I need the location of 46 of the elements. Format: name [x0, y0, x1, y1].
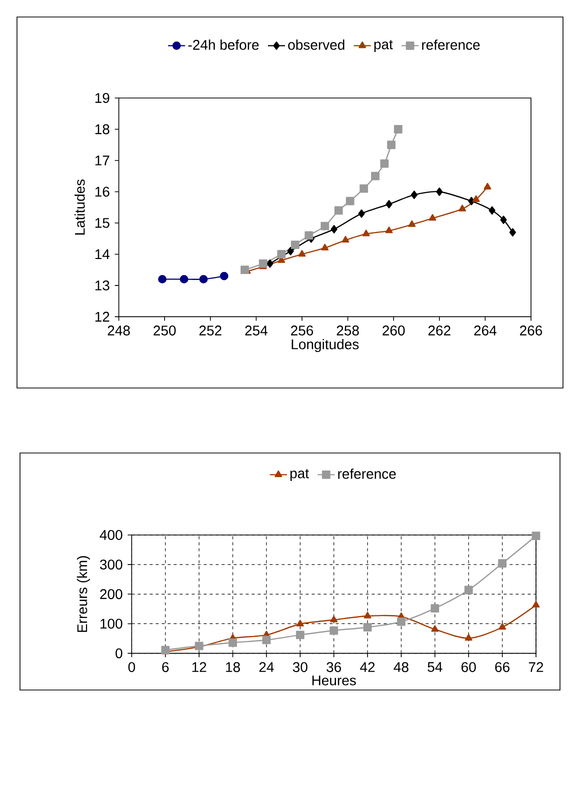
x-tick-label: 60 [462, 662, 476, 672]
y-tick-label: 15 [95, 218, 110, 228]
x-tick-label: 256 [291, 326, 314, 336]
y-tick-label: 16 [95, 186, 110, 197]
x-axis-title: Heures [312, 676, 356, 686]
y-tick-label: 400 [100, 530, 122, 540]
x-tick-label: 36 [326, 662, 342, 672]
x-axis-title: Longitudes [292, 339, 359, 352]
y-tick-label: 17 [95, 156, 110, 166]
y-tick-label: 300 [100, 560, 122, 570]
x-tick-label: 72 [528, 662, 544, 672]
x-tick-label: 30 [292, 662, 308, 672]
x-tick-label: 260 [382, 326, 405, 336]
legend-label: pat [374, 40, 393, 52]
y-tick-label: 12 [95, 312, 110, 322]
legend-label: reference [422, 40, 480, 50]
x-tick-label: 66 [495, 662, 510, 672]
x-tick-label: 262 [428, 326, 450, 336]
x-tick-label: 248 [108, 326, 130, 336]
y-tick-label: 0 [116, 648, 122, 658]
x-tick-label: 12 [192, 662, 206, 672]
y-tick-label: 19 [95, 93, 110, 103]
x-tick-label: 6 [162, 662, 169, 672]
legend-label: observed [288, 40, 344, 50]
x-tick-label: 250 [154, 326, 176, 336]
x-tick-label: 18 [226, 662, 240, 672]
x-tick-label: 266 [520, 326, 542, 336]
y-tick-label: 14 [95, 249, 110, 260]
legend-label: pat [290, 469, 309, 482]
legend-label: -24h before [188, 40, 259, 50]
x-tick-label: 48 [394, 662, 408, 672]
y-tick-label: 13 [95, 280, 110, 290]
x-tick-label: 54 [428, 662, 442, 672]
x-tick-label: 254 [245, 326, 268, 336]
y-axis-title: Erreurs (km) [76, 556, 90, 632]
x-tick-label: 258 [336, 326, 359, 336]
y-tick-label: 100 [100, 618, 122, 629]
x-tick-label: 24 [259, 662, 274, 672]
y-tick-label: 200 [100, 589, 122, 600]
x-tick-label: 252 [199, 326, 222, 336]
x-tick-label: 42 [360, 662, 375, 672]
y-tick-label: 18 [95, 124, 110, 134]
x-tick-label: 264 [474, 326, 496, 336]
y-axis-title: Latitudes [74, 179, 85, 235]
x-tick-label: 0 [128, 662, 136, 672]
legend-label: reference [338, 468, 396, 479]
